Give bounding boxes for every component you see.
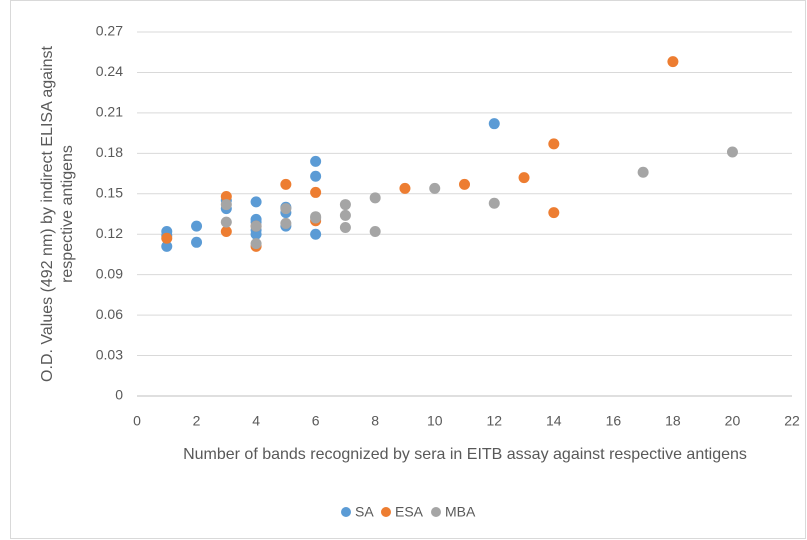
y-tick-label: 0.03	[96, 346, 123, 362]
point	[250, 228, 262, 240]
point	[488, 118, 500, 130]
point	[339, 209, 351, 221]
x-tick-label: 18	[665, 413, 681, 429]
y-tick-label: 0.27	[96, 23, 123, 39]
y-tick-label: 0	[115, 387, 123, 403]
point	[280, 203, 292, 215]
point	[280, 217, 292, 229]
point	[220, 226, 232, 238]
point	[667, 56, 679, 68]
point	[637, 166, 649, 178]
x-tick-label: 22	[784, 413, 800, 429]
y-tick-label: 0.18	[96, 144, 123, 160]
point	[310, 170, 322, 182]
y-tick-label: 0.06	[96, 306, 123, 322]
point	[310, 212, 322, 224]
x-tick-label: 2	[193, 413, 201, 429]
point	[280, 178, 292, 190]
x-tick-label: 20	[725, 413, 741, 429]
point	[310, 155, 322, 167]
y-tick-label: 0.12	[96, 225, 123, 241]
point	[429, 182, 441, 194]
legend-marker	[341, 507, 351, 517]
legend-marker	[381, 507, 391, 517]
legend-label: MBA	[445, 504, 476, 520]
y-tick-label: 0.09	[96, 265, 123, 281]
point	[399, 182, 411, 194]
point	[369, 192, 381, 204]
point	[220, 190, 232, 202]
point	[488, 197, 500, 209]
point	[459, 178, 470, 190]
y-tick-label: 0.21	[96, 104, 123, 120]
point	[339, 221, 351, 233]
chart-frame	[10, 0, 806, 539]
point	[191, 220, 203, 232]
point	[250, 220, 262, 232]
x-tick-label: 10	[427, 413, 443, 429]
point	[220, 216, 232, 228]
point	[548, 207, 560, 219]
point	[369, 226, 381, 238]
point	[161, 240, 173, 252]
point	[548, 138, 560, 150]
legend-label: ESA	[395, 504, 424, 520]
legend-label: SA	[355, 504, 374, 520]
y-axis-title: respective antigens	[59, 145, 76, 283]
point	[191, 236, 203, 248]
point	[161, 232, 173, 244]
x-tick-label: 0	[133, 413, 141, 429]
point	[518, 172, 530, 184]
x-axis-title: Number of bands recognized by sera in EI…	[183, 446, 747, 463]
x-tick-label: 16	[606, 413, 622, 429]
y-tick-label: 0.15	[96, 184, 123, 200]
point	[220, 199, 232, 211]
legend-marker	[431, 507, 441, 517]
point	[310, 228, 322, 240]
point	[310, 186, 322, 198]
point	[250, 238, 262, 250]
y-tick-label: 0.24	[96, 63, 123, 79]
x-tick-label: 8	[371, 413, 379, 429]
x-tick-label: 6	[312, 413, 320, 429]
point	[726, 146, 738, 158]
x-tick-label: 14	[546, 413, 562, 429]
y-axis-title: O.D. Values (492 nm) by indirect ELISA a…	[39, 46, 56, 382]
x-tick-label: 12	[486, 413, 502, 429]
point	[250, 196, 262, 208]
x-tick-label: 4	[252, 413, 260, 429]
point	[339, 199, 351, 211]
